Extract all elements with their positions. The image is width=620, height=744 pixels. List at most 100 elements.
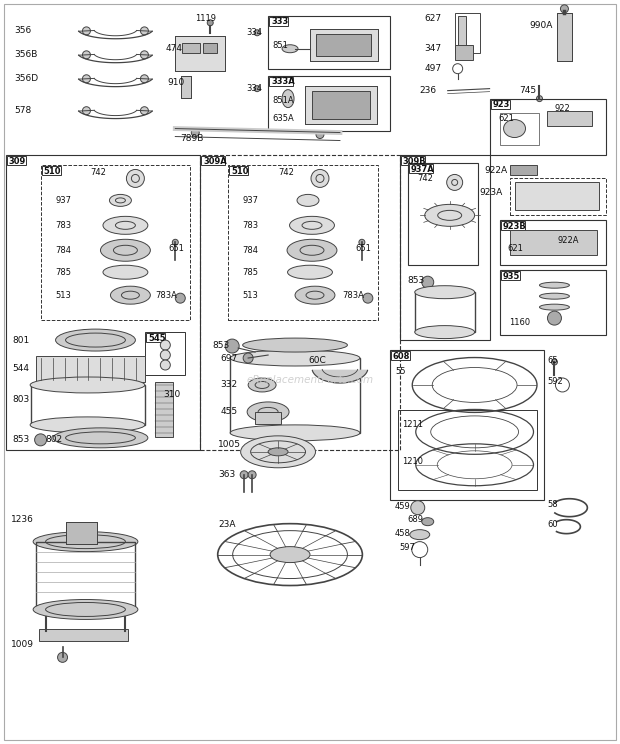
Text: 310: 310 — [163, 391, 180, 400]
Text: 544: 544 — [12, 364, 30, 373]
Text: 459: 459 — [395, 502, 410, 511]
Circle shape — [161, 360, 171, 370]
Bar — [268, 16, 390, 68]
Text: 783A: 783A — [156, 291, 177, 300]
Text: 851: 851 — [272, 41, 288, 51]
Text: 356: 356 — [15, 26, 32, 35]
Bar — [310, 29, 378, 61]
Bar — [547, 111, 592, 126]
Bar — [316, 33, 371, 56]
Circle shape — [175, 293, 185, 303]
Circle shape — [161, 340, 171, 350]
Circle shape — [172, 240, 179, 246]
Bar — [35, 356, 145, 382]
Circle shape — [248, 471, 256, 478]
Text: 474: 474 — [166, 44, 182, 54]
Text: 937A: 937A — [411, 165, 435, 174]
Circle shape — [536, 96, 542, 102]
Text: 309B: 309B — [403, 157, 427, 166]
Bar — [490, 100, 510, 109]
Ellipse shape — [110, 286, 151, 304]
Text: 923B: 923B — [503, 222, 526, 231]
Bar — [255, 412, 281, 424]
Bar — [510, 165, 538, 176]
Text: 455: 455 — [220, 408, 237, 417]
Text: 334: 334 — [246, 28, 262, 37]
Ellipse shape — [270, 547, 310, 562]
Bar — [269, 77, 293, 86]
Text: 802: 802 — [46, 435, 63, 444]
Circle shape — [240, 471, 248, 478]
Ellipse shape — [539, 304, 569, 310]
Ellipse shape — [33, 600, 138, 620]
Text: 922A: 922A — [557, 236, 579, 245]
Text: 332: 332 — [220, 380, 237, 389]
Ellipse shape — [415, 326, 475, 339]
Bar — [66, 522, 97, 544]
Ellipse shape — [100, 240, 151, 261]
Text: 545: 545 — [148, 333, 166, 342]
Ellipse shape — [230, 350, 360, 366]
Ellipse shape — [503, 120, 526, 138]
Bar — [500, 270, 606, 335]
Circle shape — [82, 51, 91, 59]
Circle shape — [254, 86, 260, 92]
Ellipse shape — [103, 266, 148, 279]
Bar — [391, 351, 410, 360]
Text: 742: 742 — [278, 168, 294, 177]
Text: 784: 784 — [56, 246, 71, 254]
Ellipse shape — [539, 282, 569, 288]
Text: 458: 458 — [395, 529, 410, 538]
Text: 627: 627 — [425, 14, 442, 23]
Text: 65: 65 — [547, 356, 558, 365]
Text: 910: 910 — [167, 78, 185, 87]
Text: 1009: 1009 — [11, 640, 33, 649]
Circle shape — [141, 106, 148, 115]
Ellipse shape — [230, 425, 360, 441]
Circle shape — [191, 129, 199, 137]
Bar — [7, 156, 25, 165]
Bar — [557, 13, 572, 61]
Polygon shape — [312, 371, 368, 383]
Ellipse shape — [410, 530, 430, 539]
Text: 333A: 333A — [271, 77, 295, 86]
Circle shape — [225, 339, 239, 353]
Circle shape — [316, 130, 324, 138]
Bar — [415, 292, 475, 332]
Text: 783: 783 — [242, 221, 259, 230]
Circle shape — [547, 311, 562, 325]
Circle shape — [363, 293, 373, 303]
Text: 608: 608 — [393, 351, 410, 361]
Bar — [6, 155, 200, 450]
Ellipse shape — [33, 532, 138, 551]
Text: 597: 597 — [400, 543, 415, 552]
Text: 785: 785 — [56, 268, 71, 277]
Text: 60C: 60C — [308, 356, 326, 365]
Bar — [557, 13, 572, 61]
Ellipse shape — [282, 89, 294, 108]
Text: 923A: 923A — [480, 188, 503, 197]
Circle shape — [422, 276, 434, 288]
Ellipse shape — [103, 217, 148, 234]
Ellipse shape — [422, 518, 434, 526]
Circle shape — [359, 240, 365, 246]
Text: 497: 497 — [425, 64, 442, 73]
Ellipse shape — [56, 329, 135, 351]
Text: 745: 745 — [520, 86, 537, 95]
Text: 783: 783 — [56, 221, 72, 230]
Ellipse shape — [297, 194, 319, 206]
Bar — [310, 29, 378, 61]
Text: eReplacementParts.com: eReplacementParts.com — [246, 375, 374, 385]
Ellipse shape — [268, 448, 288, 456]
Bar — [454, 45, 472, 60]
Circle shape — [82, 75, 91, 83]
Circle shape — [126, 170, 144, 187]
Text: 309: 309 — [9, 157, 26, 166]
Text: 697: 697 — [220, 353, 237, 362]
Text: 1160: 1160 — [510, 318, 531, 327]
Ellipse shape — [287, 240, 337, 261]
Bar — [182, 42, 200, 53]
Text: 990A: 990A — [529, 22, 553, 31]
Text: 23A: 23A — [218, 520, 236, 529]
Bar — [500, 272, 520, 280]
